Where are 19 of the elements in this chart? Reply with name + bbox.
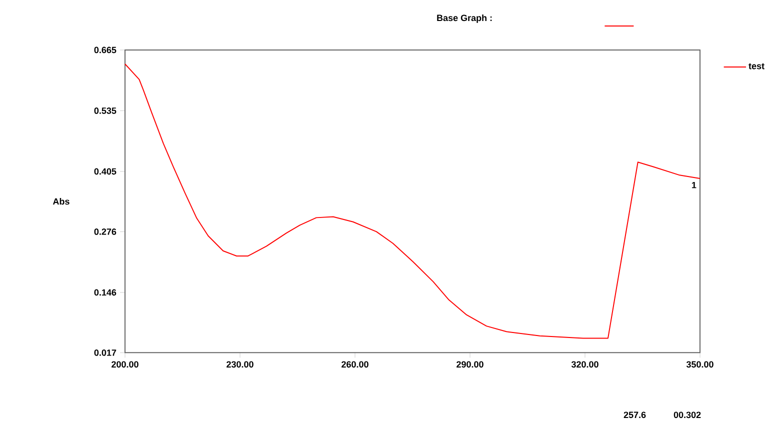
text: 257.6 <box>624 412 646 418</box>
legend-label: test <box>748 63 764 70</box>
x-tick-label: 200.00 <box>112 361 138 368</box>
x-tick-label: 230.00 <box>226 361 254 368</box>
y-tick-label: 0.017 <box>94 349 116 356</box>
annotation: 1 <box>692 182 696 188</box>
x-tick-label: 350.00 <box>686 361 714 368</box>
y-tick-label: 0.535 <box>94 108 116 114</box>
y-axis-title: Abs <box>52 198 70 205</box>
line-series <box>124 64 700 339</box>
y-tick-label: 0.665 <box>94 46 116 54</box>
y-tick-label: 0.405 <box>94 168 116 175</box>
x-tick-label: 320.00 <box>571 361 598 368</box>
x-tick-label: 290.00 <box>456 361 484 368</box>
text: 00.302 <box>674 412 701 418</box>
x-tick-label: 260.00 <box>342 361 368 368</box>
y-tick-label: 0.276 <box>94 228 116 235</box>
text: Base Graph : <box>437 14 492 23</box>
y-tick-label: 0.146 <box>94 289 116 296</box>
